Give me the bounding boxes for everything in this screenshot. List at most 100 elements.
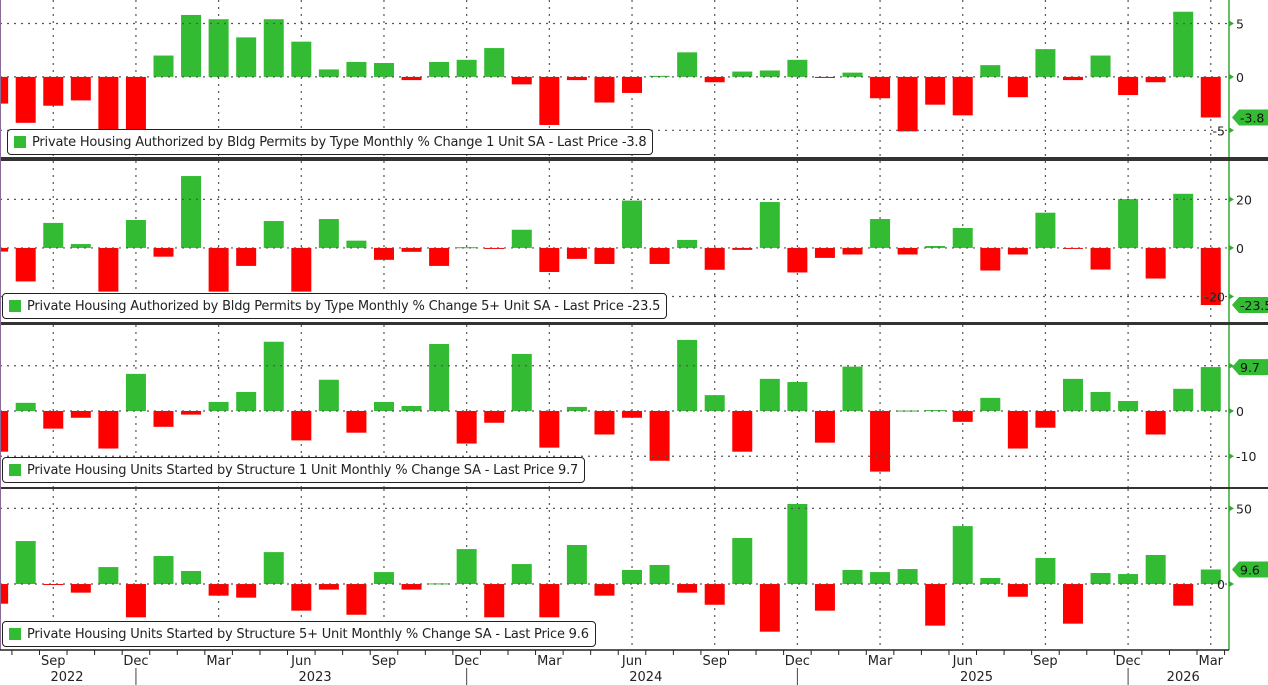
- bar: [401, 406, 422, 411]
- y-tick-label: -20: [1205, 290, 1225, 305]
- bar: [539, 247, 560, 272]
- axis-tick-icon: [1229, 581, 1234, 588]
- bar: [98, 567, 119, 585]
- bar: [43, 76, 64, 106]
- bar: [622, 76, 643, 93]
- bar: [759, 202, 780, 248]
- x-year-label: 2024: [629, 670, 662, 685]
- x-month-label: Jun: [952, 654, 973, 669]
- bar: [263, 552, 284, 585]
- x-month-label: Sep: [1033, 654, 1058, 669]
- y-tick-label: 0: [1236, 70, 1244, 85]
- bar: [677, 339, 698, 411]
- bar: [814, 76, 835, 78]
- x-month-label: Mar: [1199, 654, 1224, 669]
- bar: [373, 401, 394, 411]
- bar: [401, 76, 422, 81]
- axis-tick-icon: [1229, 505, 1234, 512]
- bar: [649, 564, 670, 585]
- bar: [1007, 76, 1028, 98]
- y-tick-label: -5: [1213, 123, 1225, 138]
- x-month-label: Mar: [206, 654, 231, 669]
- bar: [952, 76, 973, 116]
- bar: [318, 584, 339, 590]
- legend-panel-2: Private Housing Authorized by Bldg Permi…: [2, 293, 668, 319]
- x-month-label: Dec: [123, 654, 148, 669]
- bar: [952, 526, 973, 585]
- bar: [456, 549, 477, 585]
- bar: [98, 247, 119, 292]
- bar: [318, 379, 339, 411]
- panel-separator: [0, 157, 1268, 161]
- bar: [15, 76, 36, 123]
- legend-panel-1: Private Housing Authorized by Bldg Permi…: [7, 129, 654, 155]
- bar: [429, 583, 450, 585]
- bar: [1090, 391, 1111, 411]
- bar: [43, 410, 64, 429]
- x-month-label: Sep: [41, 654, 66, 669]
- bar: [125, 220, 146, 248]
- bar: [842, 569, 863, 585]
- bar: [622, 410, 643, 418]
- bar: [704, 247, 725, 270]
- bar: [1090, 247, 1111, 270]
- bar: [263, 220, 284, 248]
- bar: [622, 569, 643, 585]
- bar: [952, 410, 973, 422]
- bar: [842, 247, 863, 255]
- bar: [1035, 410, 1056, 428]
- bar: [677, 239, 698, 248]
- bar: [208, 247, 229, 292]
- bar: [1145, 554, 1166, 585]
- bar: [1200, 569, 1221, 585]
- x-month-label: Dec: [454, 654, 479, 669]
- bar: [484, 48, 505, 77]
- bar: [70, 244, 91, 248]
- bar: [511, 229, 532, 248]
- bar: [1062, 76, 1083, 81]
- bar: [511, 564, 532, 585]
- bar: [870, 219, 891, 248]
- bar: [511, 353, 532, 411]
- bar: [1200, 247, 1221, 306]
- legend-swatch-icon: [9, 628, 21, 640]
- axis-tick-icon: [1229, 127, 1234, 134]
- bar: [401, 247, 422, 252]
- bar: [346, 410, 367, 433]
- bar: [0, 247, 9, 252]
- bar: [1145, 247, 1166, 279]
- bar: [1062, 378, 1083, 411]
- bar: [181, 14, 202, 77]
- bar: [566, 76, 587, 81]
- bar: [566, 544, 587, 585]
- bar: [594, 247, 615, 264]
- bar: [236, 37, 257, 77]
- bar: [236, 247, 257, 266]
- x-month-label: Dec: [1116, 654, 1141, 669]
- bar: [787, 247, 808, 273]
- bar: [291, 584, 312, 611]
- bar: [1200, 76, 1221, 118]
- bar: [980, 397, 1001, 411]
- bar: [346, 61, 367, 77]
- axis-tick-icon: [1229, 196, 1234, 203]
- axis-tick-icon: [1229, 407, 1234, 414]
- x-month-label: Mar: [868, 654, 893, 669]
- bar: [125, 584, 146, 618]
- axis-tick-icon: [1229, 453, 1234, 460]
- bar: [373, 247, 394, 260]
- last-price-tag: [1232, 359, 1268, 376]
- bar: [1118, 76, 1139, 96]
- bar: [511, 76, 532, 85]
- bar: [373, 572, 394, 585]
- bar: [759, 584, 780, 632]
- bar: [925, 410, 946, 412]
- bar: [759, 378, 780, 411]
- legend-swatch-icon: [9, 464, 21, 476]
- bar: [153, 247, 174, 257]
- bar: [208, 19, 229, 77]
- legend-swatch-icon: [9, 300, 21, 312]
- x-month-label: Jun: [621, 654, 642, 669]
- bar: [814, 410, 835, 443]
- bar: [814, 247, 835, 258]
